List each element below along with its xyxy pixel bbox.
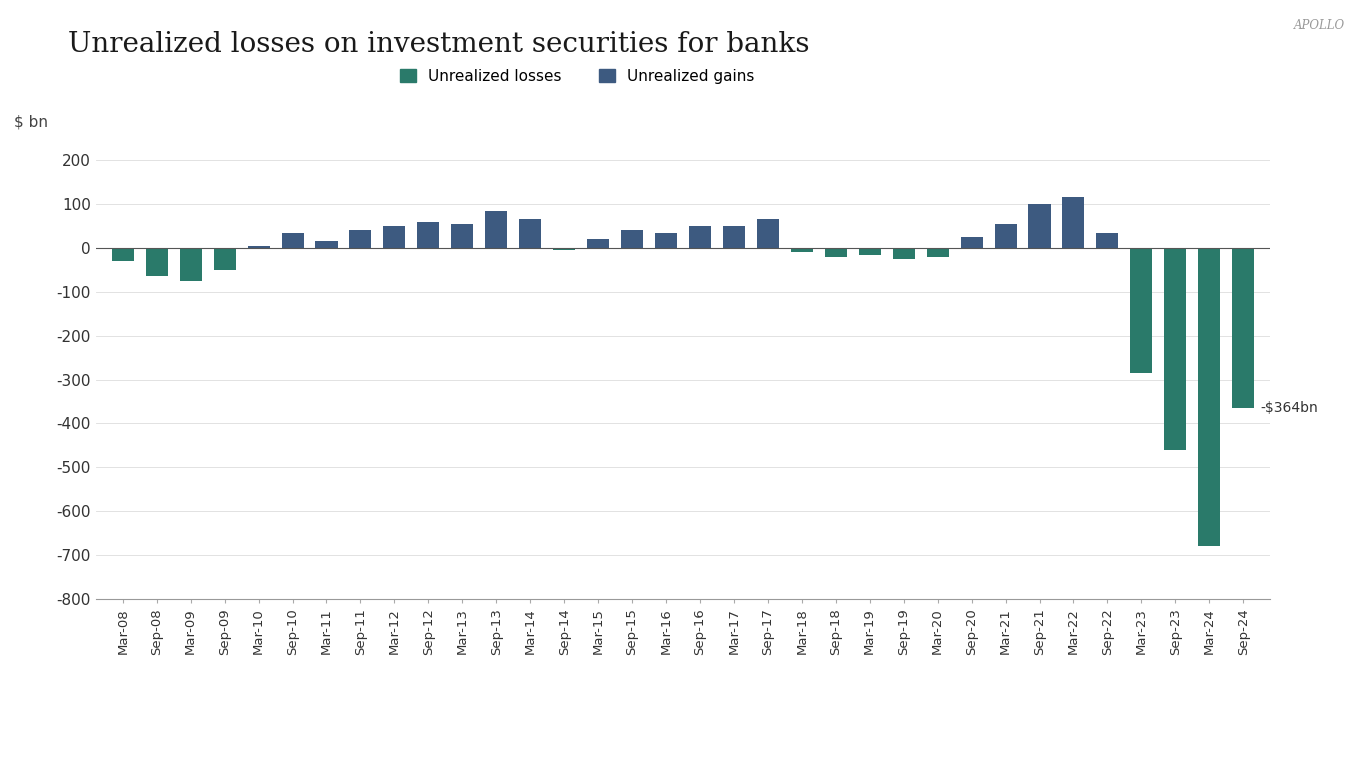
Bar (1063, 197, 1085, 248)
Text: Unrealized losses on investment securities for banks: Unrealized losses on investment securiti… (68, 31, 810, 58)
Bar (1097, 233, 1119, 248)
Bar (112, 248, 134, 261)
Bar (1232, 248, 1254, 408)
Text: APOLLO: APOLLO (1295, 19, 1346, 32)
Bar (384, 226, 406, 248)
Y-axis label: $ bn: $ bn (14, 114, 48, 129)
Bar (688, 226, 712, 248)
Bar (180, 248, 202, 281)
Bar (1130, 248, 1153, 373)
Bar (1029, 204, 1050, 248)
Legend: Unrealized losses, Unrealized gains: Unrealized losses, Unrealized gains (395, 63, 761, 90)
Bar (247, 246, 269, 248)
Bar (485, 210, 507, 248)
Bar (926, 248, 948, 257)
Bar (859, 248, 881, 254)
Bar (960, 237, 982, 248)
Bar (994, 223, 1016, 248)
Bar (519, 220, 541, 248)
Bar (587, 239, 609, 248)
Text: -$364bn: -$364bn (1261, 401, 1318, 415)
Bar (553, 248, 575, 250)
Bar (622, 230, 643, 248)
Bar (281, 233, 303, 248)
Bar (1198, 248, 1220, 546)
Bar (146, 248, 168, 276)
Bar (791, 248, 813, 253)
Bar (451, 223, 474, 248)
Bar (418, 222, 440, 248)
Bar (654, 233, 678, 248)
Bar (1164, 248, 1186, 450)
Bar (825, 248, 847, 257)
Bar (892, 248, 915, 259)
Bar (723, 226, 744, 248)
Bar (757, 220, 779, 248)
Bar (213, 248, 236, 270)
Bar (316, 241, 337, 248)
Bar (350, 230, 372, 248)
